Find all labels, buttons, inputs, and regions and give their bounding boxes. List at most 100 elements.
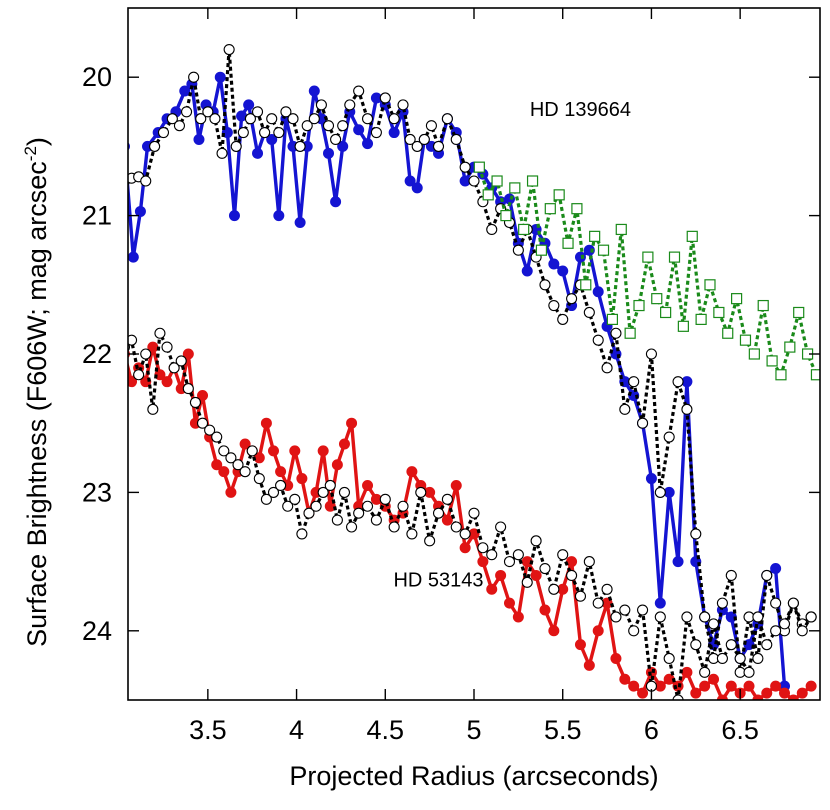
data-point <box>216 147 228 159</box>
x-tick-label: 3.5 <box>189 715 227 745</box>
data-point <box>425 120 437 132</box>
data-point <box>743 680 755 692</box>
data-point <box>708 673 720 685</box>
data-point <box>752 694 764 700</box>
data-point <box>450 133 462 146</box>
data-point <box>266 113 278 125</box>
data-point <box>166 113 178 125</box>
data-point <box>518 223 530 236</box>
data-point <box>562 237 574 249</box>
data-point <box>173 120 186 132</box>
annotation-label: HD 53143 <box>393 570 483 592</box>
data-point <box>253 473 265 485</box>
data-point <box>686 230 698 242</box>
data-point <box>450 521 462 533</box>
y-tick-label: 21 <box>82 201 112 231</box>
data-point <box>766 355 778 367</box>
data-point <box>796 687 808 699</box>
data-point <box>370 514 382 526</box>
data-point <box>539 562 551 575</box>
data-point <box>225 486 237 498</box>
data-point <box>628 625 640 637</box>
data-point <box>388 113 400 125</box>
data-point <box>239 466 251 478</box>
data-point <box>690 687 702 699</box>
data-point <box>752 611 764 623</box>
data-point <box>379 493 391 505</box>
data-point <box>654 611 666 623</box>
data-point <box>128 251 139 263</box>
data-point <box>597 244 610 256</box>
data-point <box>628 680 640 692</box>
data-point <box>370 127 382 139</box>
data-point <box>530 569 542 581</box>
data-point <box>128 376 138 388</box>
data-point <box>731 293 743 305</box>
data-point <box>197 390 209 402</box>
data-point <box>331 514 343 526</box>
data-point <box>315 99 327 111</box>
data-point <box>140 175 152 187</box>
data-point <box>239 438 251 450</box>
data-point <box>301 120 313 132</box>
data-point <box>548 300 560 312</box>
data-point <box>526 175 539 187</box>
data-point <box>441 514 453 526</box>
x-tick-label: 5 <box>466 715 481 745</box>
data-point <box>266 133 278 145</box>
data-point <box>353 124 365 136</box>
data-point <box>168 362 180 374</box>
y-axis-title-sup: -2 <box>21 146 40 161</box>
data-point <box>331 459 343 471</box>
data-point <box>424 535 436 547</box>
data-point <box>654 486 666 498</box>
data-point <box>787 694 799 700</box>
data-point <box>260 493 272 505</box>
data-point <box>128 334 138 346</box>
axis-ticks <box>128 8 820 700</box>
data-point <box>157 127 170 139</box>
data-point <box>539 279 551 291</box>
data-point <box>574 251 586 263</box>
data-point <box>273 127 285 139</box>
data-point <box>592 625 604 637</box>
data-point <box>473 161 485 173</box>
data-point <box>267 486 280 498</box>
series-line <box>128 331 813 700</box>
data-point <box>619 673 631 685</box>
data-point <box>583 244 595 256</box>
annotation-label: HD 139664 <box>530 99 631 121</box>
data-point <box>486 583 498 595</box>
data-point <box>289 445 301 457</box>
data-point <box>557 313 569 325</box>
data-point <box>645 473 657 485</box>
data-point <box>397 500 409 512</box>
data-point <box>642 251 654 263</box>
data-point <box>725 680 737 692</box>
data-point <box>775 369 787 381</box>
data-point <box>589 230 601 242</box>
data-point <box>195 113 207 125</box>
data-point <box>330 133 342 146</box>
data-point <box>211 459 223 471</box>
data-point <box>601 362 613 374</box>
data-point <box>601 583 613 595</box>
x-tick-label: 4.5 <box>367 715 405 745</box>
data-point <box>441 493 453 505</box>
data-point <box>415 486 427 498</box>
data-point <box>282 500 294 512</box>
data-point <box>521 265 533 277</box>
data-point <box>246 445 258 457</box>
data-point <box>317 445 329 457</box>
data-point <box>361 500 374 512</box>
data-point <box>530 535 542 547</box>
data-point <box>503 556 516 568</box>
data-point <box>779 687 791 699</box>
data-point <box>784 341 796 353</box>
data-point <box>324 479 336 492</box>
data-point <box>668 251 681 263</box>
data-point <box>404 175 416 187</box>
data-point <box>707 618 720 630</box>
data-point <box>362 479 374 491</box>
data-point <box>770 597 782 609</box>
